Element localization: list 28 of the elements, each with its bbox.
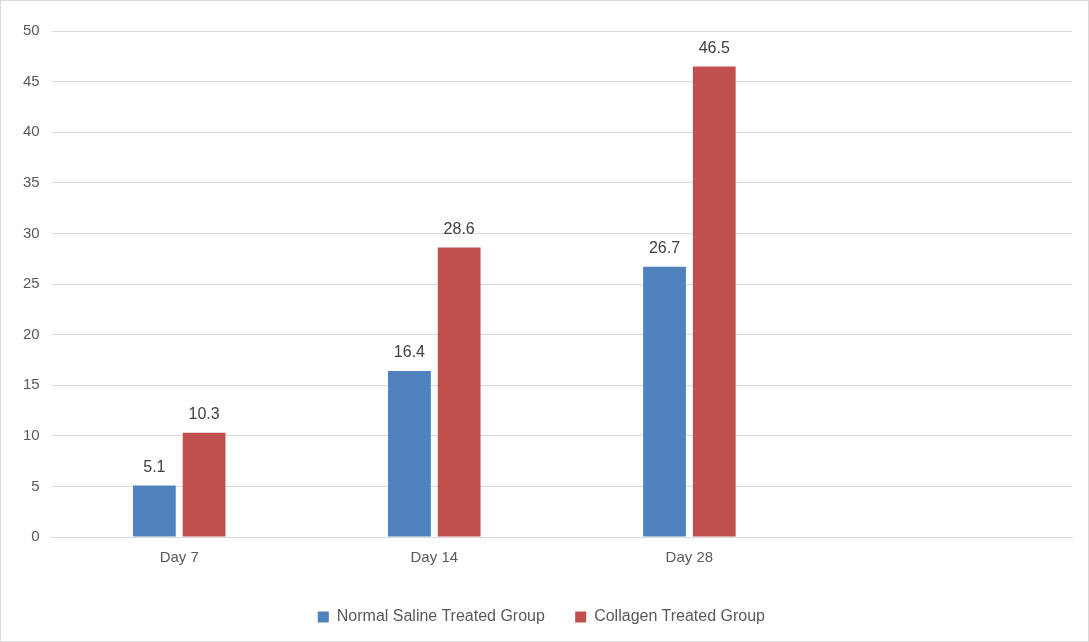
y-tick-label: 20 bbox=[23, 324, 40, 342]
data-label: 46.5 bbox=[698, 38, 730, 56]
legend-label: Normal Saline Treated Group bbox=[336, 607, 545, 625]
x-tick-label: Day 14 bbox=[410, 548, 459, 566]
data-label: 26.7 bbox=[648, 239, 681, 257]
y-tick-label: 50 bbox=[23, 21, 40, 39]
bar bbox=[388, 371, 431, 537]
data-label: 10.3 bbox=[188, 405, 220, 423]
bar bbox=[643, 266, 686, 537]
y-tick-label: 0 bbox=[31, 527, 40, 545]
bar bbox=[182, 432, 226, 537]
bar bbox=[437, 247, 481, 537]
y-tick-label: 15 bbox=[23, 375, 40, 393]
y-tick-label: 30 bbox=[23, 223, 40, 241]
y-tick-label: 45 bbox=[23, 71, 40, 89]
y-tick-label: 5 bbox=[31, 476, 40, 494]
bar bbox=[132, 485, 176, 537]
x-tick-label: Day 7 bbox=[159, 548, 199, 566]
x-tick-label: Day 28 bbox=[665, 548, 714, 566]
data-label: 5.1 bbox=[143, 457, 166, 475]
y-tick-label: 40 bbox=[23, 122, 40, 140]
legend-label: Collagen Treated Group bbox=[594, 607, 766, 625]
y-tick-label: 10 bbox=[23, 425, 40, 443]
bar bbox=[692, 66, 736, 537]
y-tick-label: 35 bbox=[23, 172, 40, 190]
data-label: 16.4 bbox=[393, 343, 426, 361]
data-label: 28.6 bbox=[443, 219, 475, 237]
y-tick-label: 25 bbox=[23, 274, 40, 292]
